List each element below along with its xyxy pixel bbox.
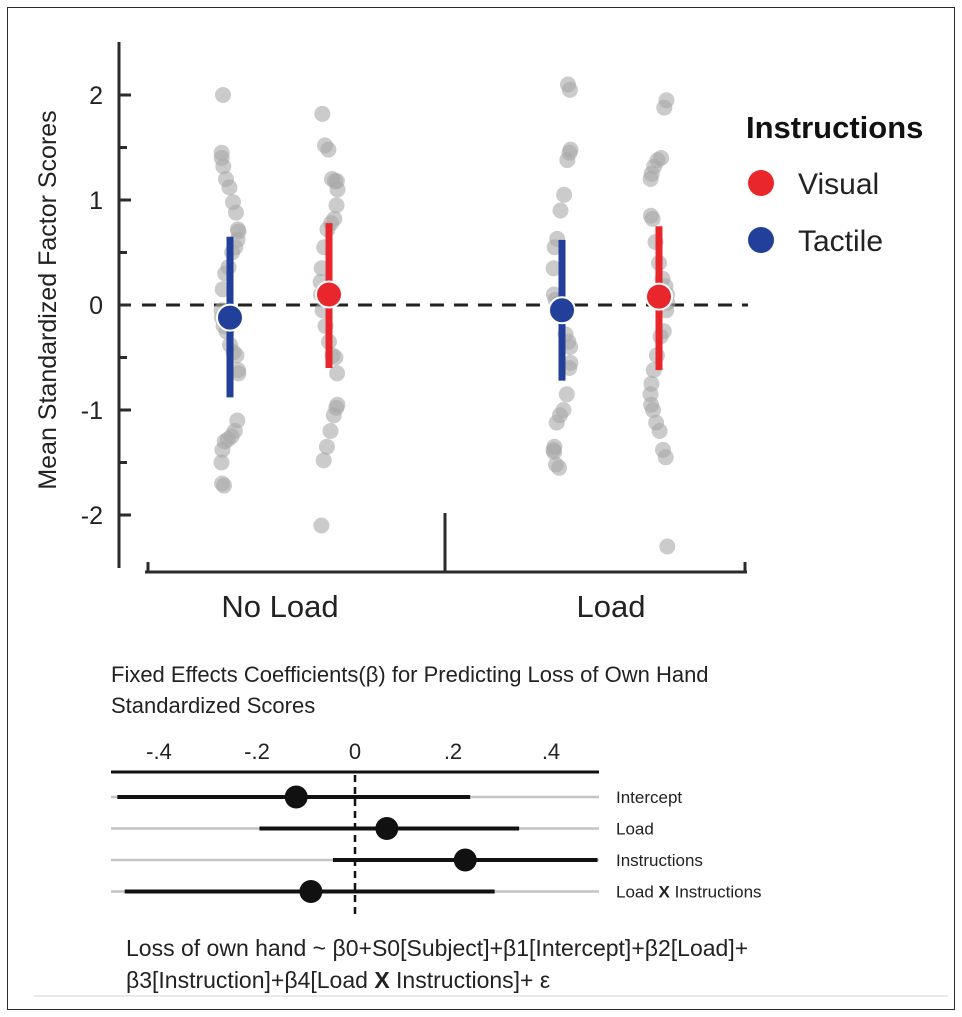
data-point (325, 407, 342, 424)
legend-title: Instructions (746, 110, 923, 145)
scatter-chart: Mean Standardized Factor Scores 210-1-2 … (34, 42, 923, 624)
formula-line-1: Loss of own hand ~ β0+S0[Subject]+β1[Int… (126, 935, 748, 961)
data-point (545, 260, 562, 277)
data-point (559, 152, 576, 169)
data-point (561, 81, 578, 98)
data-point (329, 365, 346, 382)
legend-label-tactile: Tactile (798, 225, 883, 258)
data-point (329, 181, 346, 198)
data-point (546, 444, 563, 460)
mean-marker (216, 303, 244, 332)
y-tick-label: -2 (81, 502, 103, 530)
data-point (656, 99, 673, 116)
data-point (318, 438, 335, 455)
forest-estimate-marker (375, 817, 399, 840)
forest-row-label-part: Instructions (670, 883, 762, 902)
y-axis-label: Mean Standardized Factor Scores (34, 110, 62, 489)
legend-marker-visual (748, 170, 774, 196)
data-point (228, 204, 244, 221)
data-point (320, 141, 337, 158)
forest-x-tick-label: .2 (444, 739, 462, 764)
y-tick-label: -1 (81, 397, 103, 425)
forest-row: Load X Instructions (111, 880, 762, 903)
data-point (313, 517, 330, 534)
forest-title-line-1: Fixed Effects Coefficients(β) for Predic… (111, 662, 709, 687)
forest-row: Load (111, 817, 654, 840)
forest-x-tick-labels: -.4 -.2 0 .2 .4 (146, 739, 560, 764)
forest-row: Instructions (111, 848, 703, 872)
mean-marker (645, 282, 673, 311)
x-category-label: Load (577, 589, 646, 624)
forest-row-label: Intercept (616, 788, 682, 807)
scatter-points (213, 76, 676, 555)
data-point (548, 414, 565, 431)
forest-row-label-part: X (659, 883, 671, 902)
data-point (556, 186, 573, 203)
forest-row-label: Instructions (616, 851, 703, 870)
data-point (551, 459, 568, 476)
forest-row-label-part: Load (616, 820, 654, 839)
data-point (230, 365, 247, 382)
forest-row-label: Load (616, 820, 654, 839)
forest-row: Intercept (111, 785, 682, 809)
scatter-error-bars (216, 223, 673, 398)
data-point (214, 441, 231, 458)
forest-row-label: Load X Instructions (616, 883, 762, 902)
forest-estimate-marker (284, 785, 308, 809)
y-tick-label: 0 (89, 292, 103, 320)
data-point (322, 423, 339, 439)
legend-label-visual: Visual (798, 168, 879, 201)
legend: Instructions Visual Tactile (746, 110, 923, 258)
data-point (645, 402, 661, 418)
data-point (216, 477, 232, 494)
data-point (221, 179, 238, 196)
forest-x-tick-label: .4 (542, 739, 560, 764)
forest-chart: Fixed Effects Coefficients(β) for Predic… (111, 662, 762, 993)
data-point (558, 386, 575, 403)
forest-row-label-part: Intercept (616, 788, 682, 807)
mean-marker (548, 296, 576, 325)
forest-x-tick-label: -.2 (244, 739, 270, 764)
forest-row-label-part: Load (616, 883, 659, 902)
data-point (642, 171, 659, 187)
x-category-label: No Load (221, 589, 338, 624)
formula-line-2: β3[Instruction]+β4[Load X Instructions]+… (126, 967, 550, 993)
forest-estimate-marker (299, 880, 323, 903)
data-point (315, 452, 332, 469)
data-point (328, 197, 345, 214)
legend-marker-tactile (748, 227, 774, 253)
forest-row-label-part: Instructions (616, 851, 703, 870)
data-point (651, 423, 668, 439)
data-point (215, 158, 232, 175)
data-point (314, 105, 331, 122)
y-tick-label: 1 (89, 187, 103, 215)
y-tick-label: 2 (89, 82, 103, 110)
data-point (644, 210, 661, 227)
mean-marker (315, 280, 343, 309)
forest-estimate-marker (453, 848, 477, 872)
data-point (657, 449, 674, 466)
data-point (659, 538, 676, 555)
forest-title-line-2: Standardized Scores (111, 693, 315, 718)
figure-frame (7, 7, 955, 1010)
data-point (562, 339, 579, 355)
data-point (552, 202, 569, 219)
y-axis-ticks: 2 1 0 -1 -2 (81, 82, 131, 530)
data-point (213, 454, 230, 471)
forest-x-tick-label: 0 (349, 739, 361, 764)
data-point (215, 87, 231, 103)
forest-x-tick-label: -.4 (146, 739, 172, 764)
